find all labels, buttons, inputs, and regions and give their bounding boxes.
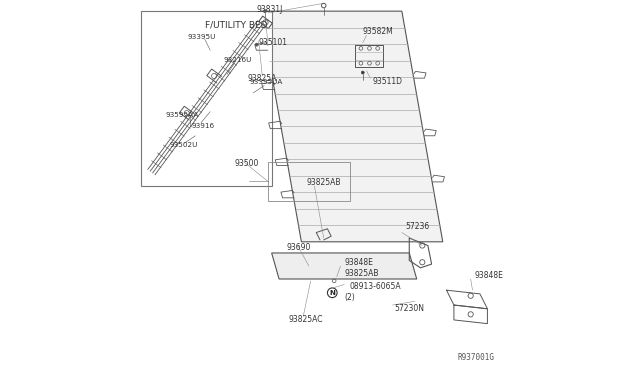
Text: 08913-6065A: 08913-6065A xyxy=(349,282,401,291)
Text: 93848E: 93848E xyxy=(344,258,373,267)
Text: 57236: 57236 xyxy=(406,222,430,231)
Text: R937001G: R937001G xyxy=(458,353,495,362)
Text: 93511D: 93511D xyxy=(372,77,402,86)
Text: 93216U: 93216U xyxy=(223,57,252,62)
Polygon shape xyxy=(260,11,443,242)
Text: 93825AC: 93825AC xyxy=(289,315,323,324)
Text: 93395UA: 93395UA xyxy=(250,79,283,85)
Bar xyxy=(141,11,271,186)
Bar xyxy=(268,162,349,201)
Text: 935101: 935101 xyxy=(259,38,287,47)
Text: 93582M: 93582M xyxy=(363,27,394,36)
Text: 93500: 93500 xyxy=(234,159,259,168)
Text: N: N xyxy=(330,290,335,296)
Text: 57230N: 57230N xyxy=(394,304,424,313)
Text: 93825AB: 93825AB xyxy=(344,269,379,278)
Text: 93848E: 93848E xyxy=(474,271,503,280)
Circle shape xyxy=(255,43,259,46)
Text: (2): (2) xyxy=(344,293,355,302)
Text: 93825AB: 93825AB xyxy=(307,178,342,187)
Text: 93595AA: 93595AA xyxy=(166,112,199,118)
Text: 93916: 93916 xyxy=(191,124,215,129)
Circle shape xyxy=(362,71,364,74)
Text: 93502U: 93502U xyxy=(170,142,198,148)
Text: F/UTILITY BED: F/UTILITY BED xyxy=(205,20,268,29)
Text: 93825A: 93825A xyxy=(248,74,277,83)
Text: 93831J: 93831J xyxy=(257,5,283,14)
Circle shape xyxy=(264,10,266,13)
Text: 93395U: 93395U xyxy=(188,34,216,40)
Text: 93690: 93690 xyxy=(287,243,311,252)
Polygon shape xyxy=(271,253,417,279)
